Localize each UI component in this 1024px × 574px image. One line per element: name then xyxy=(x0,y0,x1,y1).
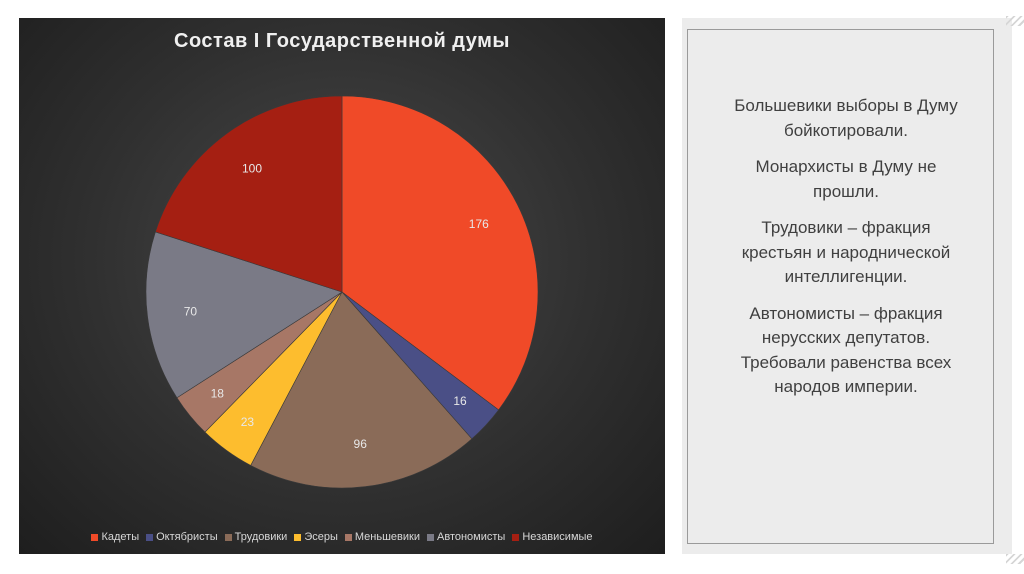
data-label-mensheviki: 18 xyxy=(211,386,225,400)
note-autonomists: Автономисты – фракция нерусских депутато… xyxy=(740,303,952,397)
legend-item-trudoviki: Трудовики xyxy=(224,531,288,543)
data-label-esery: 23 xyxy=(241,415,255,429)
legend-label: Эсеры xyxy=(304,531,338,543)
legend-item-esery: Эсеры xyxy=(294,531,338,543)
legend-swatch xyxy=(427,533,434,541)
decorative-stripes-bottom xyxy=(1006,554,1024,564)
pie-slice-nezavisimye xyxy=(155,95,343,293)
data-label-nezavisimye: 100 xyxy=(242,161,262,175)
legend-swatch xyxy=(91,533,99,541)
data-label-kadety: 176 xyxy=(469,217,489,231)
note-bolsheviks: Большевики выборы в Думу бойкотировали. xyxy=(734,96,958,140)
legend-label: Независимые xyxy=(522,531,593,543)
chart-title: Состав I Государственной думы xyxy=(174,30,510,52)
legend-label: Кадеты xyxy=(101,531,140,543)
data-label-oktyabristy: 16 xyxy=(453,394,467,408)
data-label-avtonomisty: 70 xyxy=(184,305,198,319)
legend-swatch xyxy=(344,533,352,541)
note-trudoviks: Трудовики – фракция крестьян и народниче… xyxy=(741,218,951,286)
decorative-stripes-top xyxy=(1006,16,1024,26)
legend-item-avtonomisty: Автономисты xyxy=(427,531,505,543)
data-label-trudoviki: 96 xyxy=(354,437,368,451)
notes-text: Большевики выборы в Думу бойкотировали. … xyxy=(726,94,966,412)
chart-panel: Состав I Государственной думы 176 16 96 23 1… xyxy=(19,18,665,554)
legend-item-oktyabristy: Октябристы xyxy=(146,531,218,543)
legend-item-nezavisimye: Независимые xyxy=(512,531,593,543)
legend-item-mensheviki: Меньшевики xyxy=(344,531,420,543)
note-monarchists: Монархисты в Думу не прошли. xyxy=(755,157,937,201)
legend-label: Октябристы xyxy=(156,531,218,543)
legend-swatch xyxy=(224,533,232,541)
legend-swatch xyxy=(294,533,302,541)
pie-slice-avtonomisty xyxy=(145,231,343,399)
text-frame: Большевики выборы в Думу бойкотировали. … xyxy=(687,29,994,544)
legend-label: Меньшевики xyxy=(354,531,420,543)
legend-label: Трудовики xyxy=(234,531,288,543)
legend-item-kadety: Кадеты xyxy=(91,531,139,543)
legend-swatch xyxy=(512,533,520,541)
pie-slice-trudoviki xyxy=(250,291,473,489)
pie-chart: 176 16 96 23 18 70 100 xyxy=(145,95,539,489)
pie-slice-kadety xyxy=(341,95,539,411)
legend-swatch xyxy=(146,533,154,541)
chart-legend: Кадеты Октябристы Трудовики Эсеры Меньшевики… xyxy=(19,531,665,543)
legend-label: Автономисты xyxy=(437,531,506,543)
